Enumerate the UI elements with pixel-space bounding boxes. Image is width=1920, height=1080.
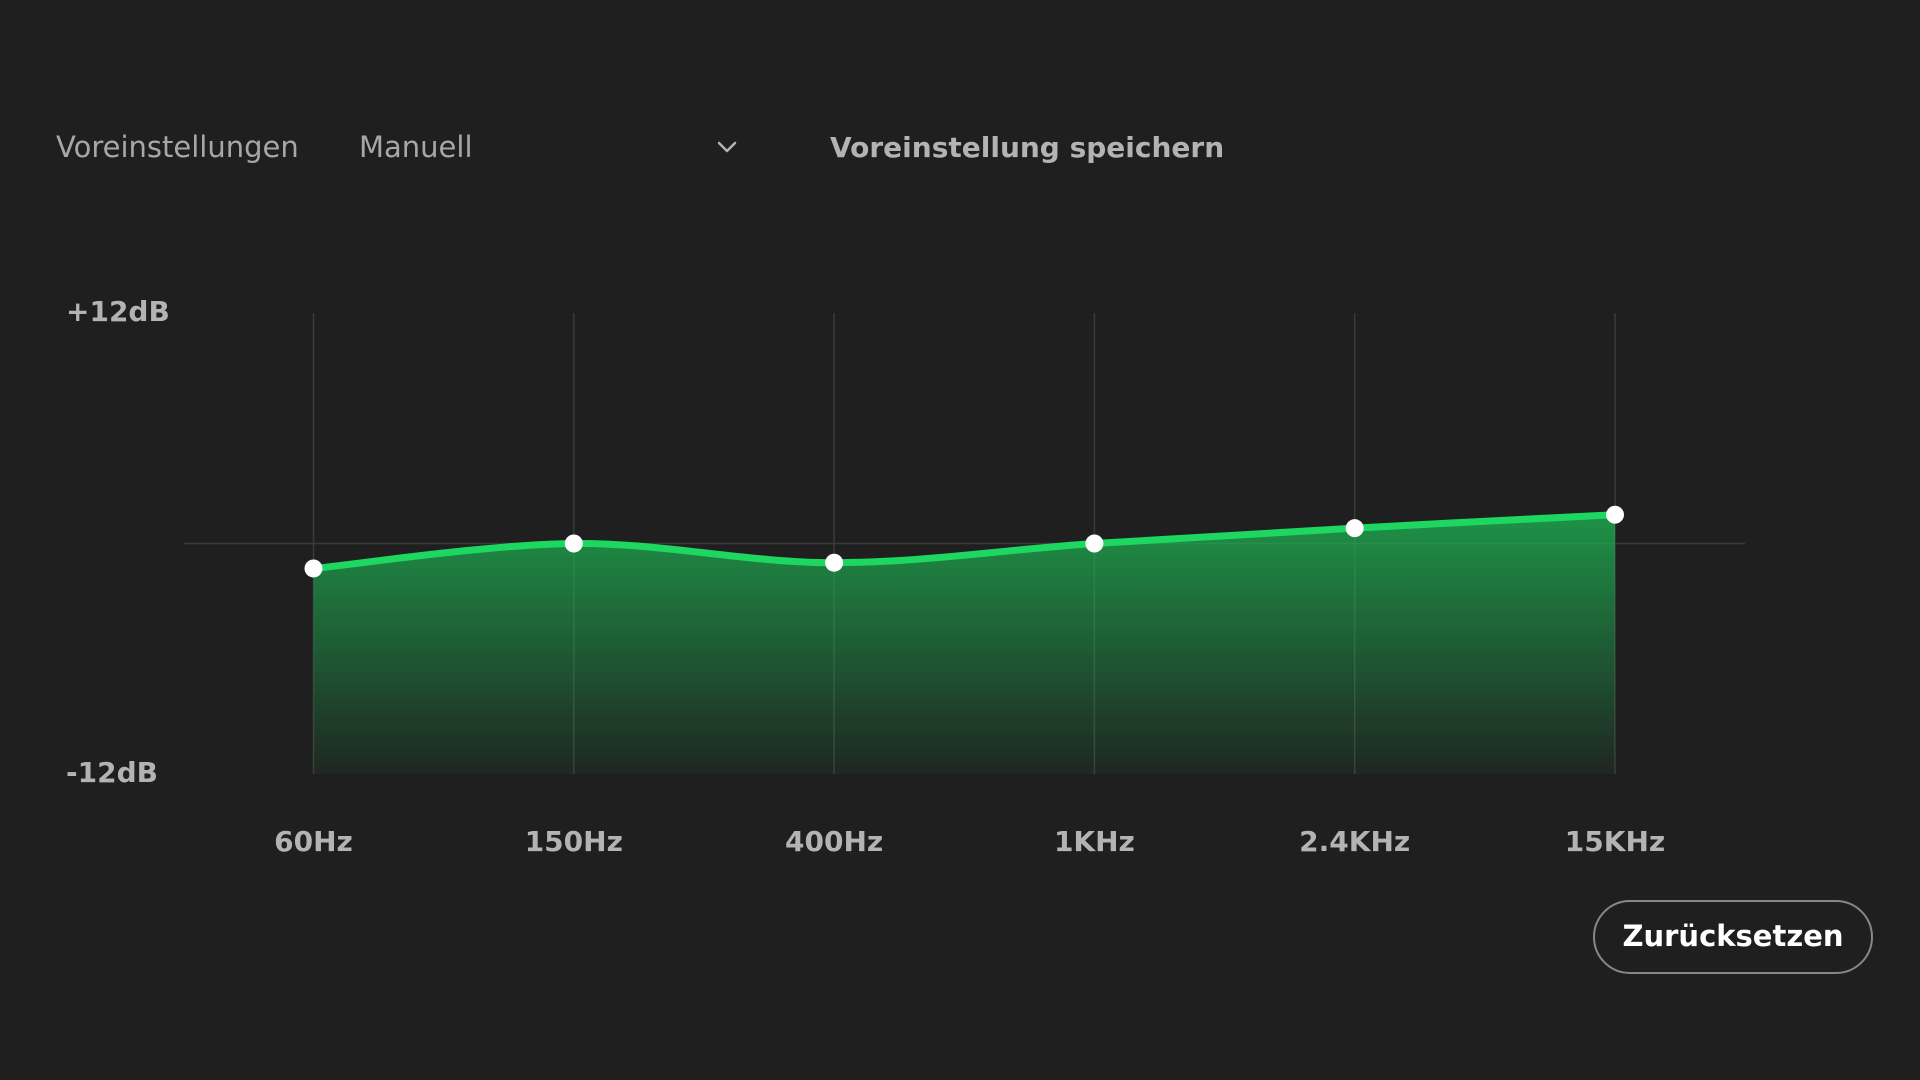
x-tick-label: 150Hz [525,825,623,858]
eq-handle[interactable] [304,559,323,578]
x-tick-label: 60Hz [274,825,353,858]
eq-handle[interactable] [564,534,583,553]
area [313,514,1615,774]
x-tick-label: 2.4KHz [1299,825,1410,858]
reset-button-border[interactable] [1593,900,1873,974]
presets-label: Voreinstellungen [56,130,299,164]
x-tick-label: 15KHz [1565,825,1665,858]
reset-button-label[interactable]: Zurücksetzen [1622,919,1843,953]
x-tick-label: 400Hz [785,825,883,858]
preset-dropdown[interactable]: Manuell [359,130,737,164]
y-tick-label: -12dB [66,756,158,789]
eq-handle[interactable] [1345,519,1364,538]
dropdown-chevron[interactable] [717,141,737,153]
x-tick-label: 1KHz [1054,825,1135,858]
eq-line [310,511,1619,572]
y-tick-label: +12dB [66,295,170,328]
eq-chart: +12dB -12dB 60Hz 150Hz 400Hz 1KHz 2.4KHz 15KHz [66,295,1745,858]
preset-value[interactable]: Manuell [359,130,473,164]
eq-handle[interactable] [825,553,844,572]
eq-handle[interactable] [1085,534,1104,553]
save-preset-button[interactable]: Voreinstellung speichern [830,131,1224,164]
reset-button[interactable]: Zurücksetzen [1593,900,1873,974]
eq-handle[interactable] [1606,505,1624,524]
